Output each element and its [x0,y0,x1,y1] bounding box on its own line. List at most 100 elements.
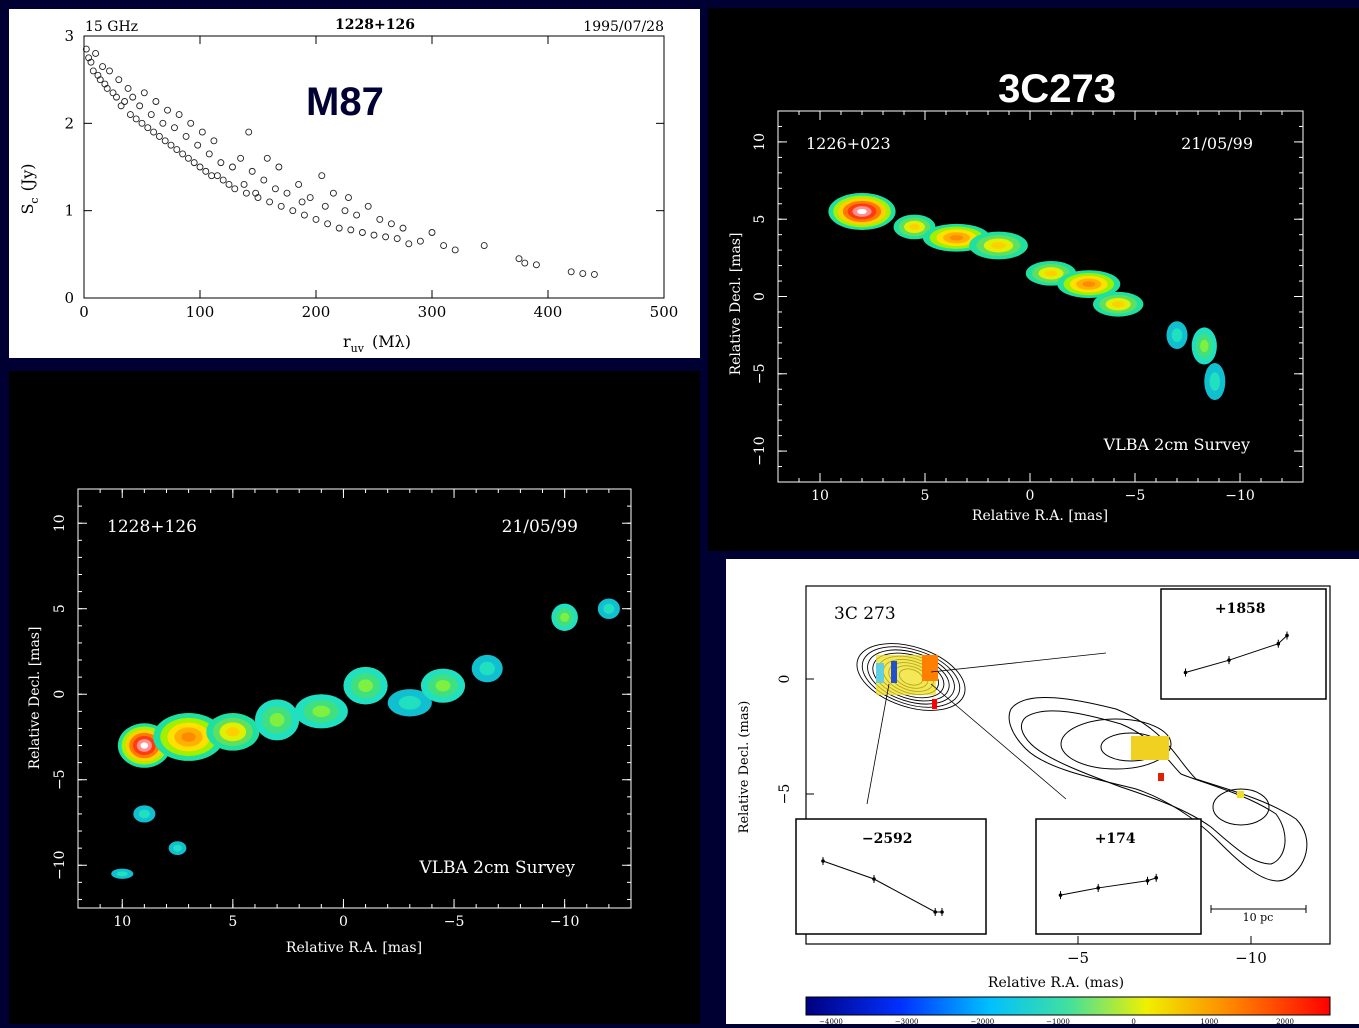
m87-scatter-chart: 15 GHz 1228+126 1995/07/28 M87 ruv (Mλ) S… [18,17,679,355]
p2-emission [828,192,1226,401]
p4-inset-line [822,860,942,913]
p3-jet-component [312,705,331,718]
p2-jet-component [991,242,1006,249]
m87-map-panel: 1228+126 21/05/99 VLBA 2cm Survey Relati… [9,371,700,1024]
m87-map-date: 21/05/99 [502,517,578,537]
m87-data-point [237,154,245,162]
3c273-x-axis-label: Relative R.A. [mas] [972,508,1108,524]
m87-data-point [229,163,236,171]
m87-data-point [289,207,297,215]
p4-inset-point [1058,893,1063,897]
m87-data-point [324,220,332,228]
m87-map-y-axis-label: Relative Decl. [mas] [27,627,43,770]
p2-y-tick-label: 10 [752,133,768,151]
m87-data-point [184,154,192,162]
p4-rm-inset: +1858 [1160,588,1327,700]
p4-rm-jet-yellow [1131,736,1169,760]
m87-data-point [248,167,256,175]
p3-jet-component [398,695,421,710]
p4-colorbar-tick-label: 2000 [1276,1018,1294,1024]
3c273-rm-panel: 3C 273 Relative R.A. (mas) Relative Decl… [726,559,1359,1026]
m87-data-point [405,240,413,248]
m87-data-point [300,211,308,219]
p4-inset-point [1096,886,1100,890]
m87-data-point [117,102,125,110]
p2-y-tick-label: −10 [752,436,768,466]
m87-data-point [129,93,137,101]
m87-y-tick-label: 0 [64,289,74,307]
p4-colorbar-tick-label: −3000 [895,1018,919,1024]
3c273-label: 3C273 [998,67,1116,111]
m87-data-point [387,220,395,228]
m87-data-point [113,93,120,101]
m87-data-point [124,84,132,92]
p3-jet-component [173,844,182,852]
m87-data-point [260,176,268,184]
m87-data-point [567,268,575,276]
p2-jet-component [909,223,920,231]
m87-data-point [190,159,198,167]
p3-jet-component [140,742,149,749]
m87-data-point [99,63,107,71]
m87-data-point [109,89,117,97]
p3-jet-component [138,809,150,819]
m87-data-point [579,270,587,277]
m87-y-tick-label: 2 [64,114,74,132]
3c273-source: 1226+023 [806,134,891,153]
m87-data-point [126,111,134,119]
m87-data-point [225,181,233,188]
m87-data-point [393,235,401,243]
m87-x-tick-label: 300 [418,303,447,321]
p2-x-tick-label: 5 [921,488,930,504]
p2-jet-component [1209,372,1221,391]
p4-colorbar-tick-label: −2000 [970,1018,994,1024]
m87-data-point [358,229,366,236]
p4-contour [861,646,961,708]
p4-inset-point [1285,633,1289,638]
m87-data-point [277,202,285,210]
m87-data-point [210,137,218,145]
m87-map-source: 1228+126 [107,517,197,537]
m87-x-tick-label: 400 [534,303,563,321]
m87-data-point [254,194,262,202]
m87-data-point [198,128,206,136]
p4-inset-point [933,910,937,914]
m87-data-point [138,119,146,127]
p4-rm-inset: +174 [1035,818,1202,935]
p4-x-tick-label: −5 [1067,949,1089,967]
m87-data-point [321,202,329,210]
m87-data-point [179,150,187,158]
m87-x-tick-label: 200 [302,303,331,321]
m87-data-point [150,128,158,136]
m87-data-point [167,141,175,149]
m87-data-point [173,146,181,153]
m87-data-point [164,106,171,114]
3c273-rm-map: 3C 273 Relative R.A. (mas) Relative Decl… [737,585,1331,1026]
m87-data-point [194,141,202,149]
3c273-rm-title: 3C 273 [834,604,896,624]
3c273-map: 3C273 1226+023 21/05/99 VLBA 2cm Survey … [728,67,1304,524]
p4-contour [867,649,955,705]
p4-inset-point [1154,876,1158,880]
3c273-rm-scale-bar-label: 10 pc [1243,911,1274,924]
m87-header-right: 1995/07/28 [583,19,664,35]
m87-x-tick-label: 500 [650,303,679,321]
p4-inset-point [1145,878,1150,883]
p4-rm-inset: −2592 [795,818,987,935]
p2-plot-frame [777,110,1304,483]
m87-data-point [353,211,361,219]
p4-inset-line [1185,635,1288,674]
p3-jet-component [560,612,570,622]
3c273-caption: VLBA 2cm Survey [1103,435,1250,454]
p3-jet-component [269,713,285,727]
p2-x-tick-label: 0 [1026,488,1035,504]
m87-data-point [428,229,436,236]
p4-y-tick-label: −5 [777,784,793,805]
m87-data-point [266,198,274,206]
p4-rm-jet-red [1158,773,1164,781]
p4-inset-point [940,910,944,914]
3c273-date: 21/05/99 [1181,134,1253,153]
p4-colorbar-tick-label: −1000 [1046,1018,1070,1024]
m87-x-axis-label: ruv (Mλ) [343,332,411,355]
p4-colorbar-tick-label: 0 [1131,1018,1135,1024]
